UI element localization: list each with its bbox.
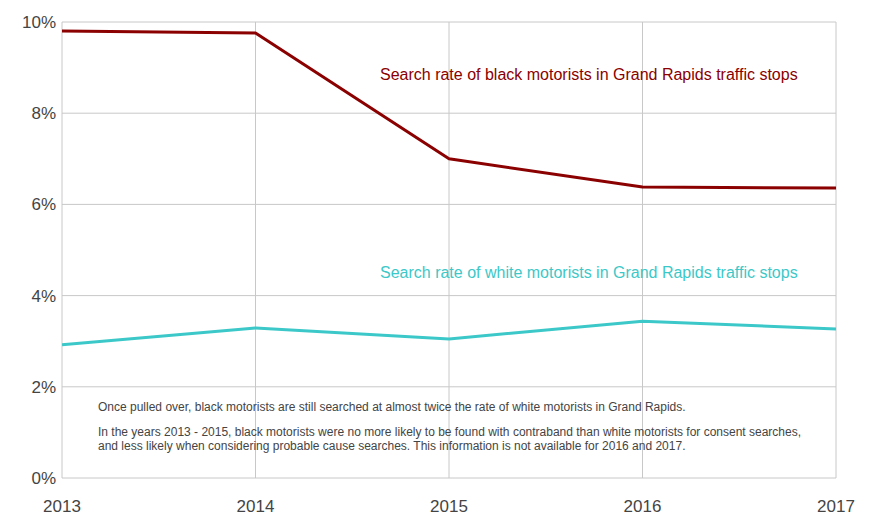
y-tick-label: 10% <box>22 13 56 32</box>
x-tick-label: 2016 <box>624 497 662 516</box>
y-tick-label: 8% <box>31 104 56 123</box>
x-tick-label: 2014 <box>237 497 275 516</box>
series-line <box>62 31 836 188</box>
grid <box>62 22 836 478</box>
x-grid-line <box>62 22 63 478</box>
y-tick-label: 6% <box>31 195 56 214</box>
x-tick-label: 2013 <box>43 497 81 516</box>
series-line <box>62 321 836 345</box>
x-tick-label: 2017 <box>817 497 855 516</box>
lines <box>62 31 836 345</box>
y-tick-label: 0% <box>31 469 56 488</box>
annotation: In the years 2013 - 2015, black motorist… <box>98 425 818 453</box>
series-label: Search rate of white motorists in Grand … <box>380 264 798 281</box>
y-tick-label: 2% <box>31 378 56 397</box>
notes: Once pulled over, black motorists are st… <box>98 400 818 464</box>
annotation: Once pulled over, black motorists are st… <box>98 400 818 414</box>
series-label: Search rate of black motorists in Grand … <box>380 66 798 83</box>
x-grid-line <box>836 22 837 478</box>
x-tick-label: 2015 <box>430 497 468 516</box>
y-tick-label: 4% <box>31 287 56 306</box>
